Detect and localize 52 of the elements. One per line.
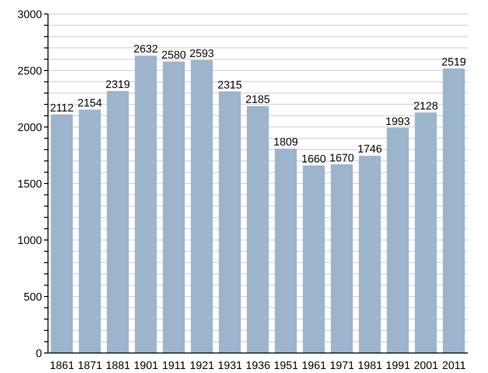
bar xyxy=(330,164,353,353)
y-tick-label: 3000 xyxy=(18,8,42,21)
bar xyxy=(302,165,325,353)
y-tick-label: 500 xyxy=(24,291,42,304)
bar xyxy=(274,148,297,353)
bar xyxy=(386,128,409,353)
bar xyxy=(106,90,129,353)
x-tick-label: 1921 xyxy=(190,360,214,372)
bar xyxy=(190,60,213,353)
data-label: 2185 xyxy=(246,94,270,106)
y-tick-label: 0 xyxy=(36,348,42,360)
x-tick-label: 1871 xyxy=(78,360,102,372)
x-tick-label: 1881 xyxy=(106,360,130,372)
data-label: 2315 xyxy=(218,79,242,92)
y-tick-label: 1500 xyxy=(18,178,42,190)
bar xyxy=(162,61,185,353)
data-label: 2128 xyxy=(414,100,438,113)
x-tick-label: 1981 xyxy=(358,360,382,372)
data-label: 1670 xyxy=(330,152,354,164)
x-tick-label: 1911 xyxy=(162,360,186,372)
data-label: 2154 xyxy=(78,98,102,110)
data-label: 1809 xyxy=(274,136,298,149)
x-tick-label: 2001 xyxy=(414,360,438,372)
x-tick-label: 2011 xyxy=(442,360,466,372)
y-tick-label: 2000 xyxy=(18,122,42,134)
bar xyxy=(246,106,269,353)
x-tick-label: 1861 xyxy=(50,360,74,372)
data-label: 2319 xyxy=(106,78,130,91)
x-tick-label: 1961 xyxy=(302,360,326,372)
x-tick-label: 1936 xyxy=(246,360,270,372)
data-label: 2519 xyxy=(442,56,466,68)
y-tick-label: 1000 xyxy=(18,234,42,247)
data-label: 2112 xyxy=(50,102,74,114)
data-label: 2580 xyxy=(162,49,186,62)
bar xyxy=(218,91,241,353)
x-tick-label: 1971 xyxy=(330,360,354,372)
y-tick-label: 2500 xyxy=(18,65,42,78)
bar xyxy=(414,112,437,353)
x-tick-label: 1901 xyxy=(134,360,158,372)
bar xyxy=(78,110,101,353)
data-label: 1993 xyxy=(386,116,410,128)
data-label: 1660 xyxy=(302,153,326,166)
data-label: 2593 xyxy=(190,48,214,60)
data-label: 2632 xyxy=(134,44,158,56)
bar xyxy=(442,68,465,353)
bar xyxy=(134,56,157,353)
data-label: 1746 xyxy=(358,144,382,156)
x-tick-label: 1951 xyxy=(274,360,298,372)
bar xyxy=(50,114,73,353)
bar xyxy=(358,156,381,353)
x-tick-label: 1991 xyxy=(386,360,410,372)
x-tick-label: 1931 xyxy=(218,360,242,372)
